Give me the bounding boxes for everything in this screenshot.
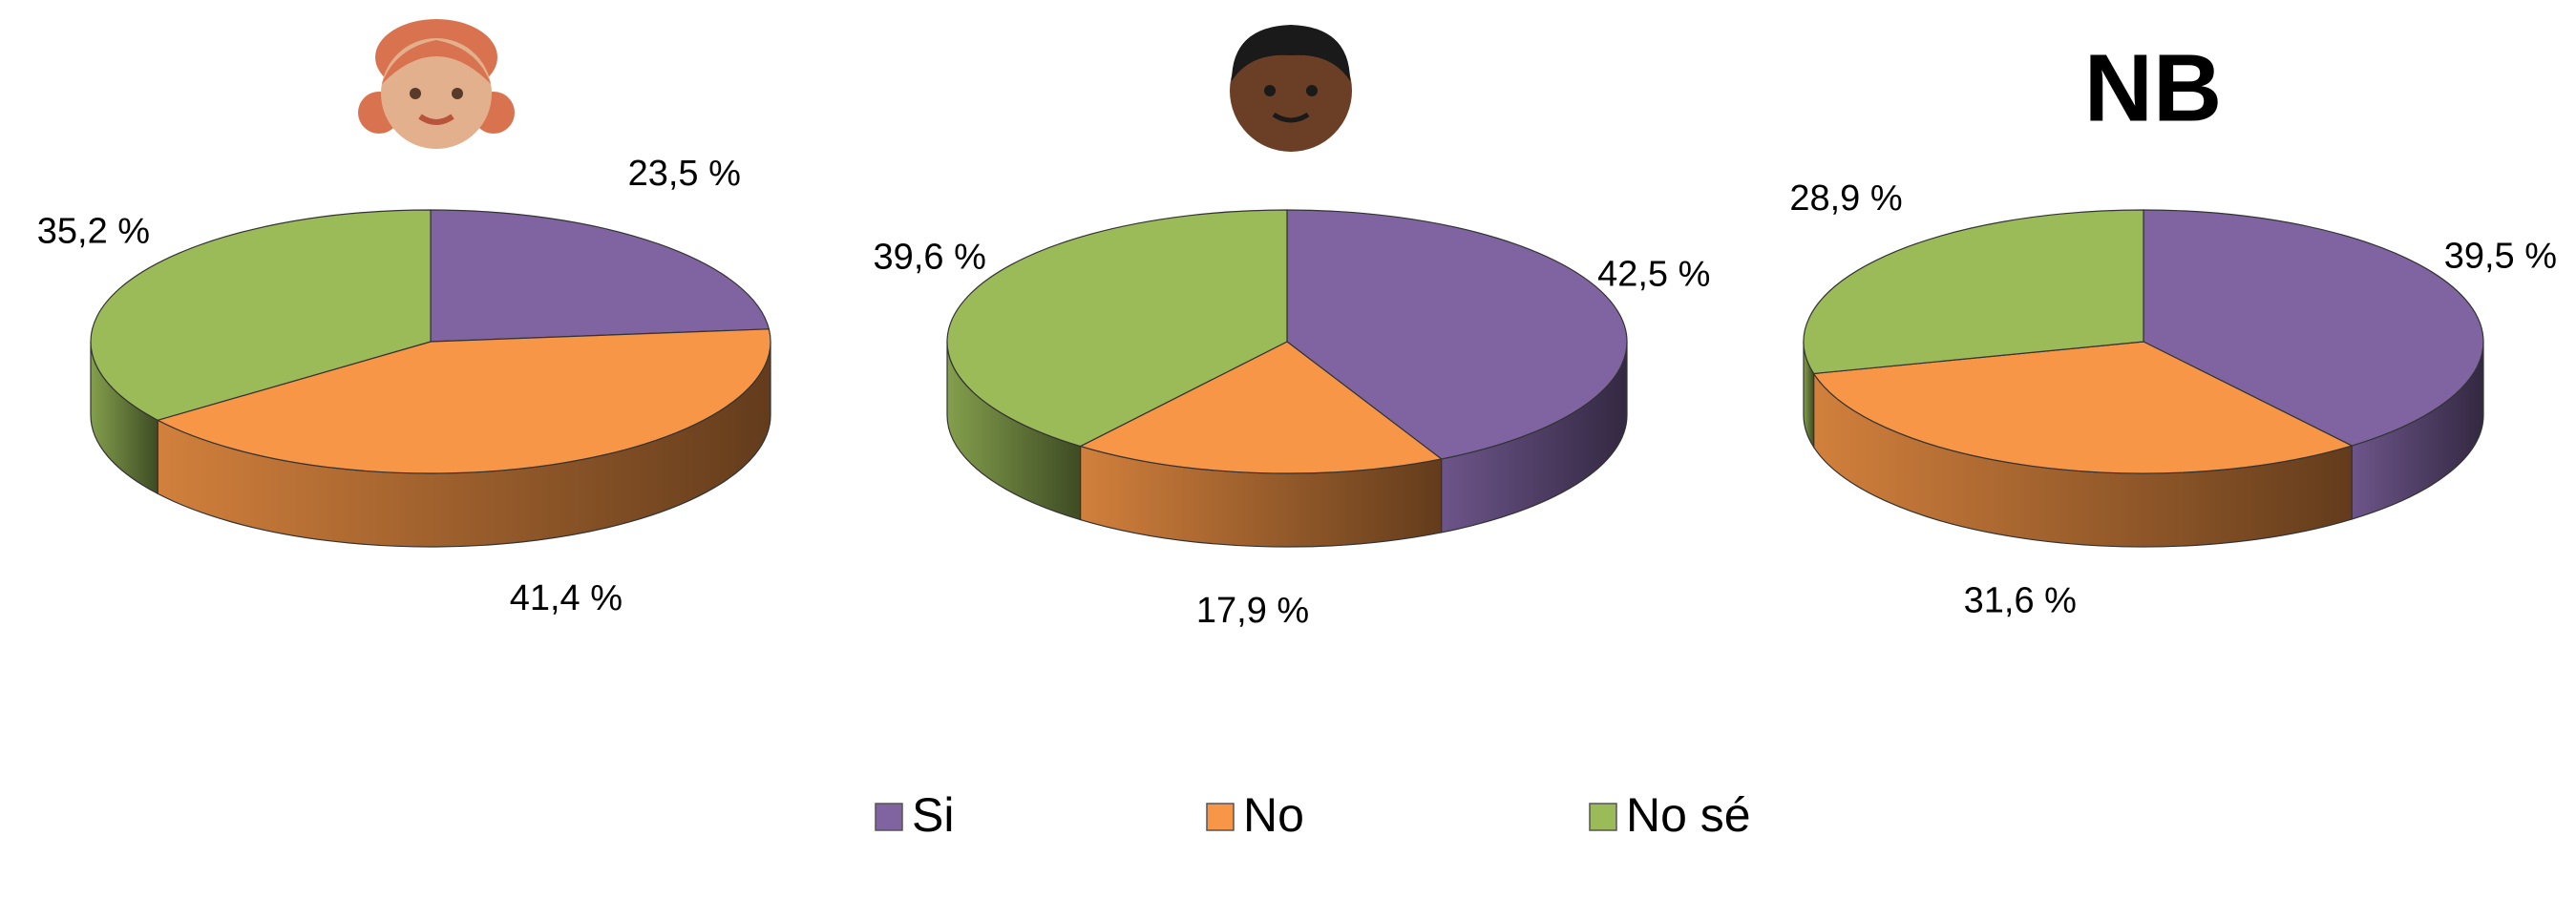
legend-label: No sé <box>1626 788 1751 842</box>
boy-icon <box>1230 25 1352 152</box>
slice <box>430 209 771 343</box>
legend-label: No <box>1243 788 1304 842</box>
data-label: 42,5 % <box>1597 254 1710 294</box>
girl-icon <box>358 19 515 149</box>
data-label: 35,2 % <box>37 212 150 252</box>
data-label: 39,5 % <box>2444 237 2557 277</box>
slice <box>1803 209 2144 375</box>
slice <box>1812 341 2354 474</box>
slice <box>1286 209 1628 460</box>
slice <box>90 209 432 421</box>
data-label: 39,6 % <box>874 237 986 277</box>
slice <box>2143 209 2484 447</box>
slice <box>946 209 1288 448</box>
data-label: 17,9 % <box>1196 591 1309 631</box>
data-label: 41,4 % <box>510 578 623 618</box>
data-label: 31,6 % <box>1964 581 2077 621</box>
data-label: 23,5 % <box>628 154 741 194</box>
slice <box>1078 341 1444 474</box>
legend-swatch <box>1589 803 1617 831</box>
data-label: 28,9 % <box>1789 178 1902 219</box>
legend-swatch <box>1206 803 1235 831</box>
legend-swatch <box>875 803 903 831</box>
legend-label: Si <box>912 788 954 842</box>
chart-title: NB <box>2084 34 2222 141</box>
slice <box>156 328 771 474</box>
